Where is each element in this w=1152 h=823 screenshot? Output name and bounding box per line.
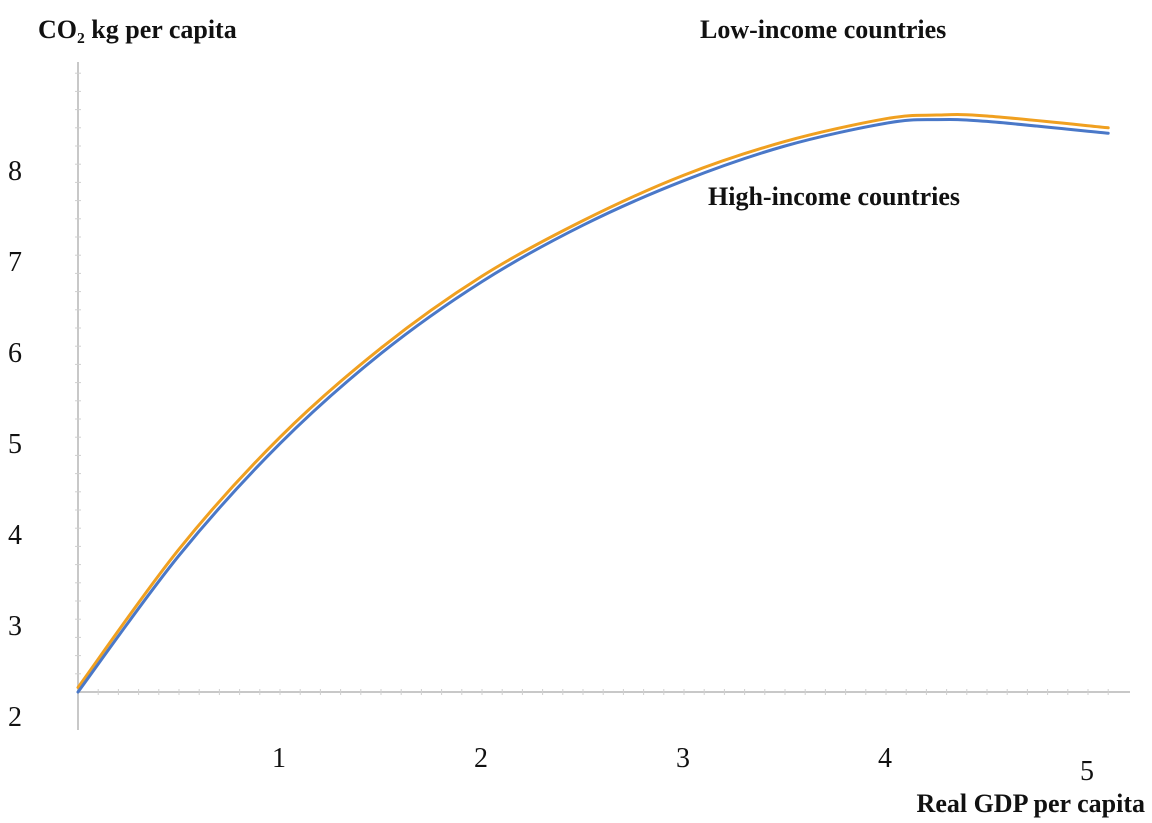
y-tick-label: 7: [8, 247, 22, 278]
series-lines: [76, 113, 1110, 694]
x-tick-labels: 1 2 3 4 5: [272, 743, 1094, 787]
y-tick-label: 8: [8, 156, 22, 187]
series-label-low-income: Low-income countries: [700, 15, 946, 44]
x-axis-title: Real GDP per capita: [917, 789, 1145, 818]
y-tick-labels: 2 3 4 5 6 7 8: [8, 156, 22, 733]
x-tick-label: 2: [474, 743, 488, 774]
axes: [75, 62, 1130, 730]
minor-ticks: [75, 72, 1109, 695]
series-label-high-income: High-income countries: [708, 182, 960, 211]
x-tick-label: 3: [676, 743, 690, 774]
y-tick-label: 6: [8, 338, 22, 369]
series-line-low-income: [76, 113, 1110, 689]
x-tick-label: 5: [1080, 756, 1094, 787]
y-tick-label: 2: [8, 702, 22, 733]
y-tick-label: 5: [8, 429, 22, 460]
y-tick-label: 4: [8, 520, 22, 551]
x-tick-label: 1: [272, 743, 286, 774]
y-axis-title: CO₂ kg per capita: [38, 15, 237, 44]
x-tick-label: 4: [878, 743, 892, 774]
y-tick-label: 3: [8, 611, 22, 642]
series-line-high-income: [76, 117, 1110, 694]
